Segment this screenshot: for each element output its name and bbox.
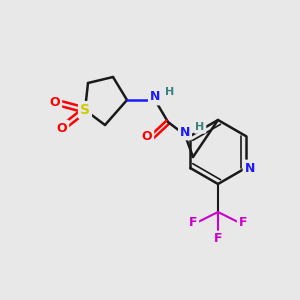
Text: S: S <box>80 103 90 117</box>
Text: N: N <box>150 91 160 103</box>
Text: H: H <box>165 87 175 97</box>
Text: N: N <box>244 161 255 175</box>
Text: H: H <box>195 122 205 132</box>
Text: F: F <box>189 215 197 229</box>
Text: O: O <box>57 122 67 134</box>
Text: N: N <box>180 125 190 139</box>
Text: F: F <box>214 232 222 245</box>
Text: O: O <box>50 95 60 109</box>
Text: O: O <box>142 130 152 143</box>
Text: F: F <box>239 215 247 229</box>
